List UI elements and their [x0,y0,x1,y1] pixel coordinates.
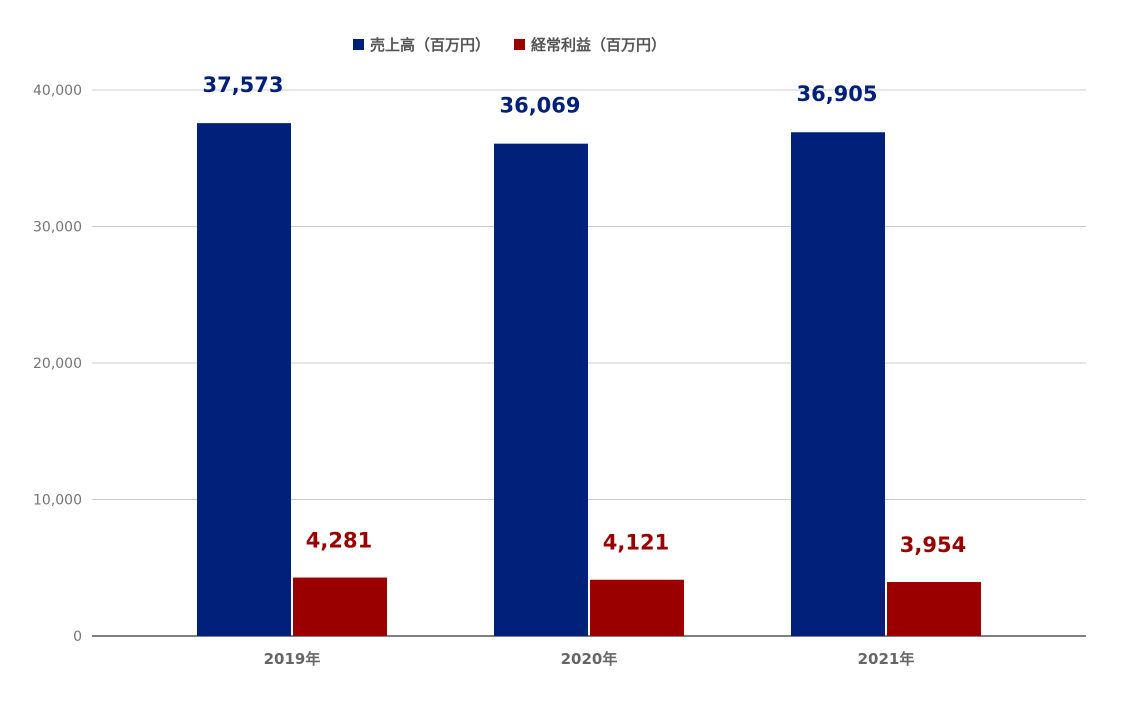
y-axis-ticks: 0 10,000 20,000 30,000 40,000 [33,83,82,645]
data-label-ordinary-profit-0: 4,281 [306,529,372,553]
x-axis-ticks: 2019年 2020年 2021年 [264,650,915,668]
y-tick-label: 20,000 [33,356,82,372]
data-labels: 37,573 4,281 36,069 4,121 36,905 3,954 [202,73,966,557]
bar-sales-1 [494,143,588,637]
y-tick-label: 0 [73,629,82,645]
legend-label: 売上高（百万円） [370,36,490,54]
y-tick-label: 10,000 [33,493,82,509]
bar-sales-0 [197,123,291,637]
x-tick-label: 2020年 [561,650,618,668]
legend: 売上高（百万円） 経常利益（百万円） [353,36,666,54]
data-label-sales-0: 37,573 [202,73,283,97]
data-label-ordinary-profit-1: 4,121 [603,531,669,555]
legend-swatch [353,39,364,50]
data-label-sales-1: 36,069 [499,94,580,118]
x-tick-label: 2019年 [264,650,321,668]
bar-sales-2 [791,132,885,636]
bars [197,123,981,637]
bar-ordinary-profit-0 [293,577,387,636]
y-tick-label: 30,000 [33,220,82,236]
legend-item-sales: 売上高（百万円） [353,36,490,54]
legend-label: 経常利益（百万円） [531,36,666,54]
x-tick-label: 2021年 [858,650,915,668]
data-label-ordinary-profit-2: 3,954 [900,533,966,557]
bar-ordinary-profit-2 [887,582,981,636]
bar-ordinary-profit-1 [590,579,684,636]
y-tick-label: 40,000 [33,83,82,99]
data-label-sales-2: 36,905 [796,82,877,106]
legend-swatch [514,39,525,50]
legend-item-ordinary-profit: 経常利益（百万円） [514,36,666,54]
